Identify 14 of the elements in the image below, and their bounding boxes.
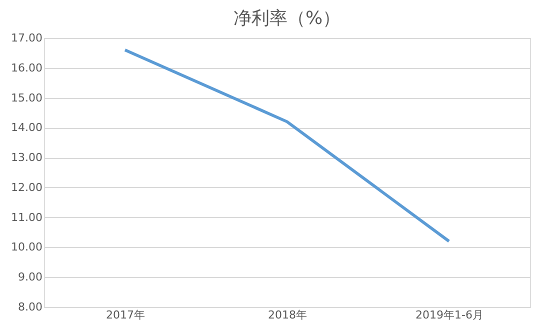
chart-title: 净利率（%） xyxy=(233,8,341,29)
y-tick-label: 17.00 xyxy=(11,32,42,44)
x-tick-label: 2019年1-6月 xyxy=(416,308,484,322)
y-tick-label: 8.00 xyxy=(18,300,42,314)
y-tick-label: 15.00 xyxy=(11,91,42,104)
y-tick-label: 13.00 xyxy=(11,151,42,164)
y-tick-label: 14.00 xyxy=(11,121,42,134)
y-tick-label: 16.00 xyxy=(11,61,42,74)
y-tick-label: 10.00 xyxy=(11,240,42,254)
y-tick-label: 9.00 xyxy=(18,270,42,284)
y-tick-label: 11.00 xyxy=(11,210,42,224)
x-tick-label: 2018年 xyxy=(268,308,307,322)
x-tick-label: 2017年 xyxy=(106,308,145,322)
y-tick-label: 12.00 xyxy=(11,180,42,194)
